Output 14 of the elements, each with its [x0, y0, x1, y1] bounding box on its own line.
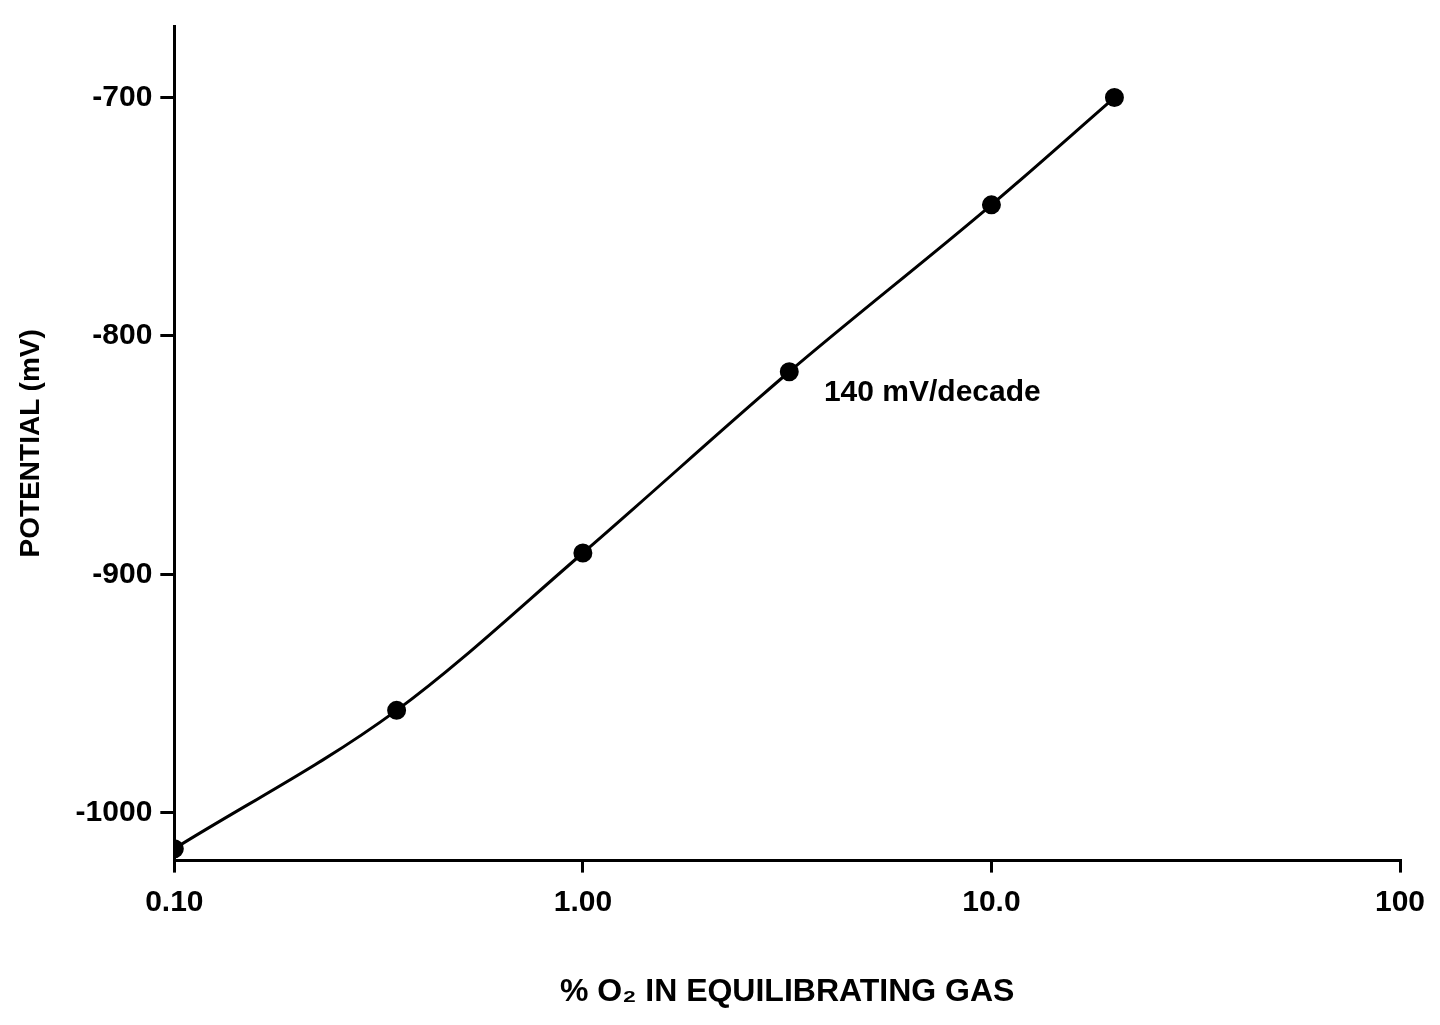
x-axis-title: % O₂ IN EQUILIBRATING GAS [559, 971, 1015, 1008]
y-tick-label: -1000 [75, 794, 153, 828]
annotation: 140 mV/decade [823, 374, 1041, 408]
point [573, 543, 593, 563]
x-tick-label: 10.0 [962, 883, 1021, 917]
y-tick-label: -900 [92, 555, 153, 589]
y-tick-label: -800 [92, 317, 153, 351]
point [779, 362, 799, 382]
y-tick-label: -700 [92, 78, 153, 112]
x-tick-label: 1.00 [553, 883, 613, 917]
point [981, 195, 1001, 215]
x-tick-label: 100 [1374, 883, 1426, 917]
y-axis-title: POTENTIAL (mV) [13, 329, 45, 558]
x-tick-label: 0.10 [145, 883, 204, 917]
